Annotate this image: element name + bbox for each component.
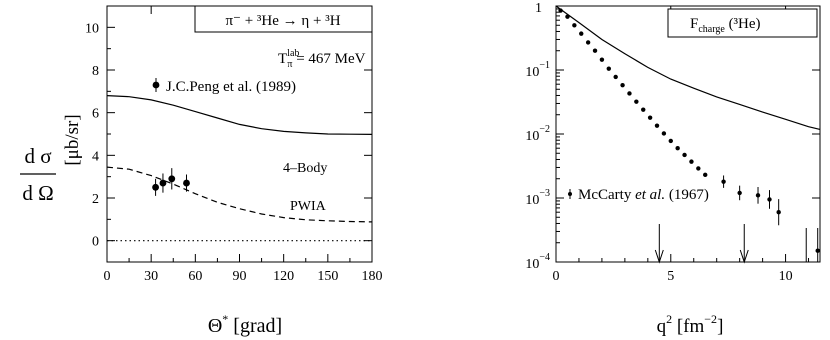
left-x-tick-label: 180: [362, 269, 383, 284]
right-ticks: 0 5 10 1 10−1 10−2 10−3 10−4: [525, 1, 820, 284]
left-x-tick-label: 90: [233, 269, 247, 284]
left-x-tick-label: 120: [273, 269, 294, 284]
right-y-tick-label: 10−3: [525, 188, 550, 208]
left-x-tick-label: 60: [188, 269, 202, 284]
right-data-point: [703, 172, 708, 178]
curve-label-4body: 4–Body: [283, 161, 327, 176]
left-data-point: [159, 179, 167, 187]
left-title-box: [194, 5, 373, 33]
left-x-tick-label: 0: [104, 269, 111, 284]
right-data-point: [572, 23, 577, 28]
left-y-tick-label: 4: [92, 149, 99, 164]
right-y-tick-label: 1: [535, 1, 542, 16]
right-data-point: [579, 31, 584, 36]
left-y-tick-label: 6: [92, 107, 99, 122]
right-data-point: [634, 99, 639, 104]
left-title: π⁻ + ³He → η + ³H: [225, 13, 340, 29]
right-data-point: [767, 197, 772, 202]
left-data-legend: J.C.Peng et al. (1989): [152, 78, 296, 95]
right-x-tick-label: 5: [667, 269, 674, 284]
right-data-point: [558, 8, 563, 13]
right-data-point: [585, 40, 591, 45]
left-data-point: [168, 175, 176, 183]
left-curve-solid: [106, 95, 373, 135]
left-x-tick-label: 30: [144, 269, 158, 284]
right-arrow-head: [654, 249, 664, 264]
right-plot-frame: [555, 5, 821, 263]
right-title: Fcharge (³He): [690, 16, 761, 35]
right-data-point: [565, 14, 570, 19]
right-x-axis-label: q2 [fm−2]: [657, 312, 724, 337]
right-arrows: [654, 224, 820, 264]
left-y-tick-label: 8: [92, 64, 99, 79]
right-data-point: [755, 193, 761, 198]
right-arrow-head: [739, 249, 749, 264]
curve-label-pwia: PWIA: [290, 199, 327, 214]
right-data-point: [599, 57, 605, 62]
left-x-axis-label: Θ* [grad]: [208, 312, 282, 337]
left-x-tick-label: 150: [317, 269, 338, 284]
right-data-point: [613, 74, 618, 80]
right-data-point: [682, 152, 687, 158]
left-ticks: 0 30 60 90 120 150 180 0 2 4 6 8 10: [85, 5, 383, 284]
right-data-legend: McCarty et al. (1967): [568, 187, 709, 203]
right-data-point: [627, 91, 632, 96]
left-y-tick-label: 10: [85, 21, 99, 36]
left-data-legend-label: J.C.Peng et al. (1989): [166, 79, 296, 95]
right-x-tick-label: 0: [553, 269, 560, 284]
right-data-point: [661, 131, 667, 136]
right-data-point: [620, 82, 625, 88]
left-data-points: [152, 168, 190, 196]
left-y-tick-label: 2: [92, 192, 99, 207]
left-data-point: [152, 183, 159, 191]
right-data-point: [689, 159, 694, 164]
right-data-points: [558, 8, 781, 226]
right-data-point: [696, 166, 701, 171]
right-arrow-point: [815, 248, 820, 253]
svg-text:d σ: d σ: [24, 144, 51, 168]
svg-text:d Ω: d Ω: [22, 181, 53, 205]
left-curve-dashed: [106, 166, 373, 223]
svg-text:[μb/sr]: [μb/sr]: [62, 114, 83, 165]
right-data-point: [668, 138, 673, 144]
right-data-legend-label: McCarty et al. (1967): [578, 187, 709, 203]
right-y-tick-label: 10−4: [525, 252, 550, 272]
right-data-point: [737, 190, 742, 196]
energy-label: Tlab π = 467 MeV: [278, 48, 366, 70]
right-title-box: [667, 8, 818, 38]
right-curves: [555, 5, 821, 130]
right-data-point: [721, 179, 726, 184]
left-curves: [106, 95, 373, 242]
right-x-tick-label: 10: [779, 269, 793, 284]
right-data-point: [592, 48, 598, 53]
right-y-tick-label: 10−2: [525, 124, 550, 144]
right-chart: 0 5 10 1 10−1 10−2 10−3 10−4 Fcharge (³He) McCa…: [525, 1, 821, 337]
right-data-point: [654, 123, 660, 128]
left-data-point: [183, 179, 190, 187]
right-data-point: [647, 115, 653, 120]
right-theory-curve: [555, 5, 821, 130]
right-y-tick-label: 10−1: [525, 60, 550, 80]
right-data-point: [776, 209, 781, 215]
right-data-point: [675, 145, 680, 151]
left-y-tick-label: 0: [92, 235, 99, 250]
right-data-point: [606, 66, 611, 71]
right-data-point: [641, 107, 646, 112]
left-y-axis-label: d σ d Ω [μb/sr]: [20, 114, 83, 205]
left-chart: 0 30 60 90 120 150 180 0 2 4 6 8 10 π⁻ + ³He → η + ³…: [20, 5, 383, 337]
